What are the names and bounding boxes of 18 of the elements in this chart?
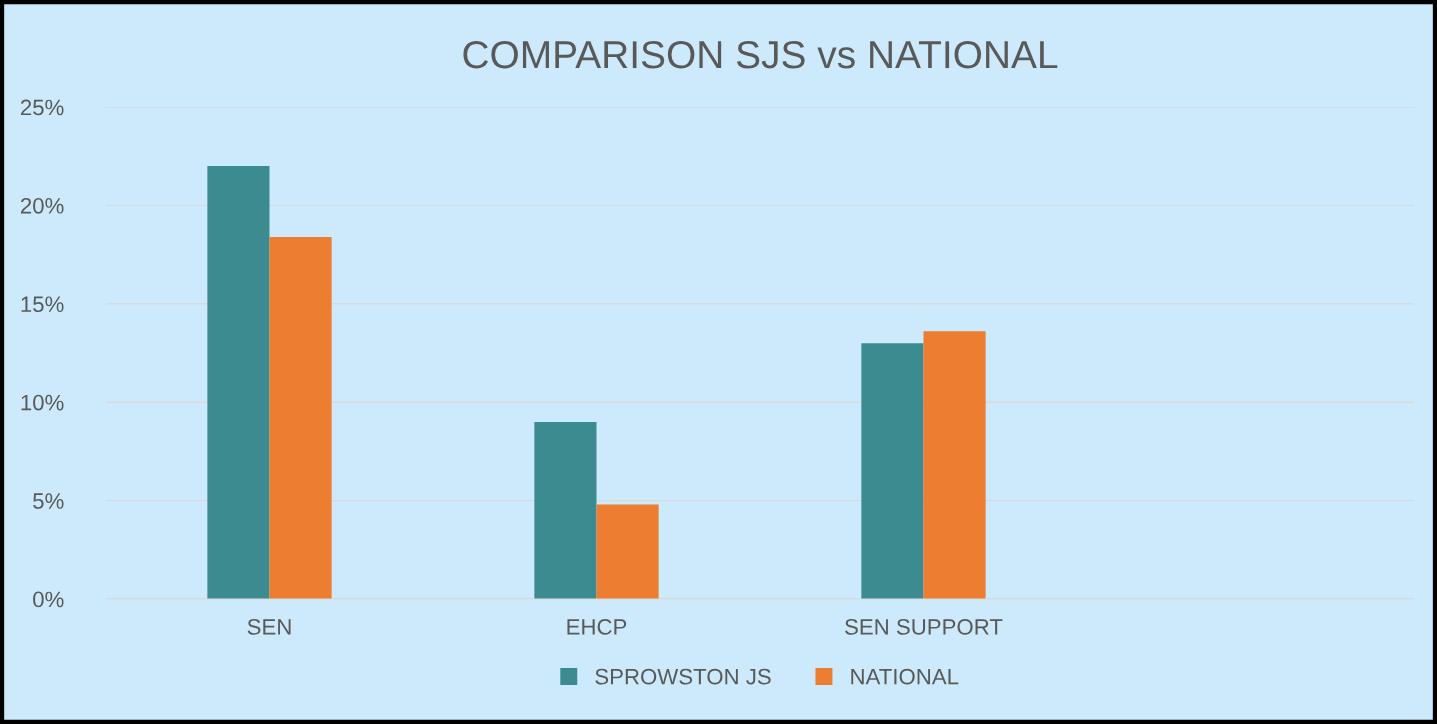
bar [923, 331, 986, 599]
legend-label: NATIONAL [851, 668, 959, 685]
bar [861, 343, 924, 599]
legend-label: SPROWSTON JS [595, 668, 771, 685]
bar [596, 504, 659, 599]
bar [534, 421, 597, 599]
bar [207, 166, 270, 599]
y-tick-label: 10% [21, 394, 64, 411]
y-tick-label: 15% [21, 296, 64, 313]
x-tick-label: SEN SUPPORT [845, 619, 1003, 635]
y-tick-label: 5% [33, 493, 64, 509]
y-tick-label: 25% [20, 99, 64, 116]
y-tick-label: 0% [33, 591, 64, 608]
x-tick-label: SEN [247, 619, 291, 635]
y-tick-label: 20% [20, 197, 64, 214]
x-tick-label: EHCP [567, 619, 627, 635]
chart-title: COMPARISON SJS vs NATIONAL [463, 40, 1058, 69]
bar [269, 236, 332, 599]
